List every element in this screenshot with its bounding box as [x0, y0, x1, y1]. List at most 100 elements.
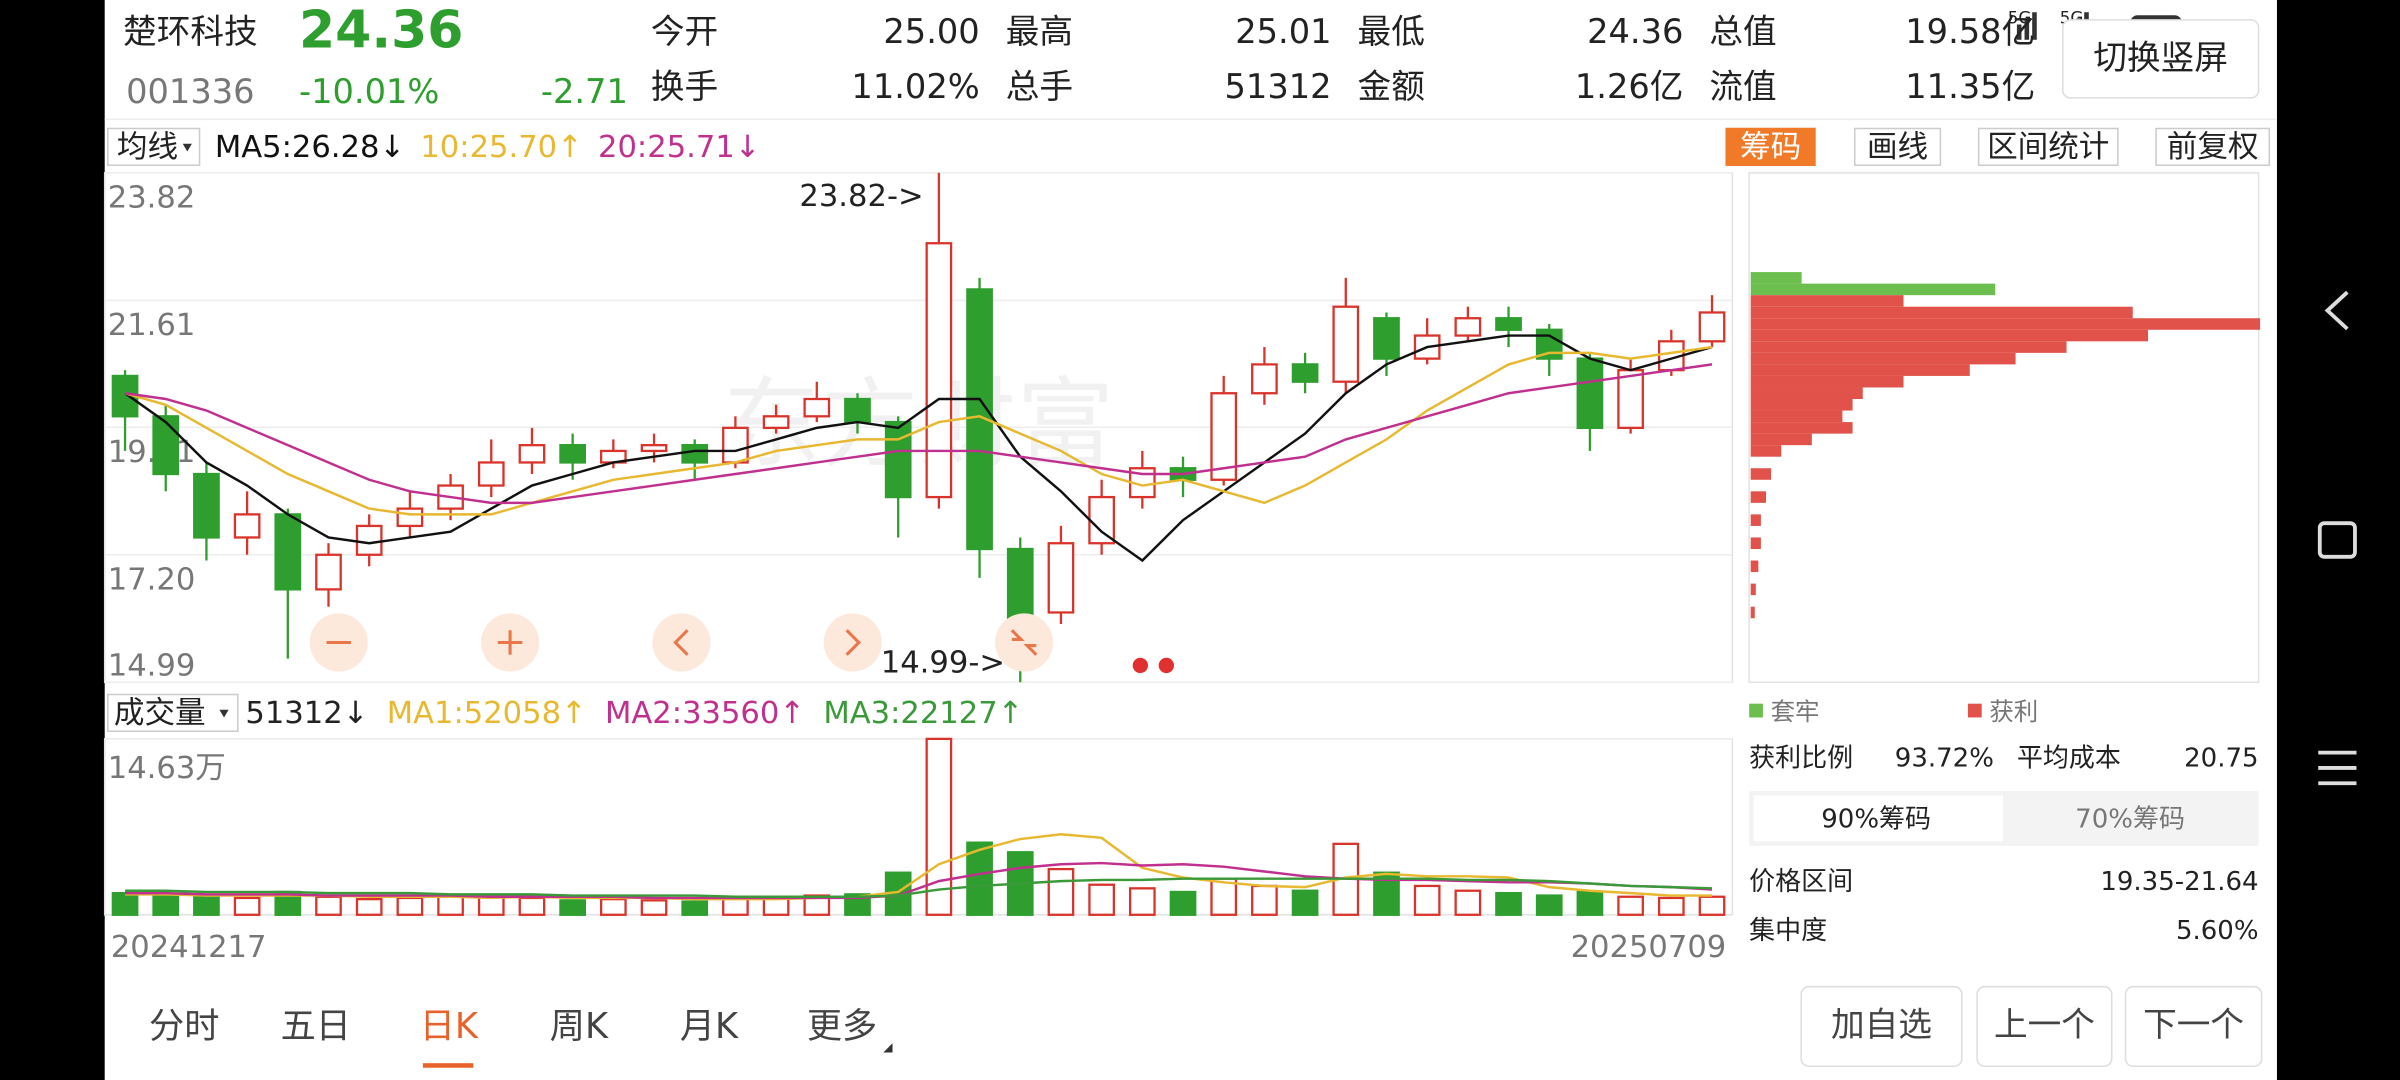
chip-frame [1748, 172, 2260, 684]
reset[interactable] [995, 613, 1054, 672]
legend-swatch [1749, 703, 1763, 718]
candle-body [1047, 542, 1075, 614]
nav-menu[interactable] [2318, 750, 2357, 786]
action-button-label[interactable]: 下一个 [2143, 1005, 2244, 1044]
y-tick-label: 14.63万 [108, 751, 226, 786]
volume-bar [315, 895, 342, 916]
candle-body [518, 444, 546, 464]
volume-bar [1251, 884, 1278, 916]
tool-button[interactable] [2155, 127, 2271, 166]
chip-bar [1750, 295, 1904, 307]
quote-label: 总手 [1006, 67, 1073, 106]
candle-body [152, 415, 180, 476]
chip-bar [1750, 560, 1759, 573]
period-tab[interactable]: 分时 [149, 1006, 219, 1047]
ma-selector-label[interactable]: 均线 [117, 130, 178, 165]
volume-legend: 51312↓ MA1:52058↑ MA2:33560↑ MA3:22127↑ [245, 696, 1023, 731]
move-left[interactable] [652, 613, 711, 672]
volume-legend-entry: MA2:33560↑ [605, 696, 805, 731]
nav-home[interactable] [2317, 521, 2357, 559]
volume-bar [599, 898, 627, 916]
quote-label: 最高 [1006, 12, 1073, 51]
candle-body [233, 513, 261, 539]
quote-value: 24.36 [1587, 12, 1683, 51]
quote-value: 25.00 [883, 12, 979, 51]
volume-bar [396, 896, 424, 916]
switch-button[interactable] [2062, 19, 2260, 99]
candle-body [559, 444, 587, 464]
action-button[interactable] [1976, 985, 2113, 1067]
stock-code: 001336 [126, 72, 254, 111]
tool-button[interactable] [1725, 127, 1816, 166]
candle-body [355, 524, 383, 556]
y-tick-label: 14.99 [108, 648, 196, 683]
candle-body [1332, 305, 1360, 383]
chip-bar [1750, 537, 1761, 550]
volume-bar [1210, 877, 1238, 916]
tool-button-label[interactable]: 区间统计 [1987, 130, 2109, 165]
tool-button[interactable] [1977, 127, 2119, 166]
candle-body [315, 553, 342, 591]
action-button-label[interactable]: 加自选 [1831, 1005, 1932, 1044]
volume-bar [1291, 889, 1319, 916]
period-tab[interactable]: 日K [420, 1006, 479, 1047]
stat-value: 5.60% [2176, 916, 2259, 946]
quote-value: 1.26亿 [1575, 67, 1684, 106]
chip-tab-active[interactable] [1753, 795, 2004, 842]
tool-button[interactable] [1853, 127, 1942, 166]
chip-bar [1750, 468, 1772, 480]
period-tab[interactable]: 周K [550, 1006, 609, 1047]
chip-bar [1750, 422, 1853, 434]
volume-bar [518, 896, 546, 916]
dropdown-arrow [182, 143, 192, 152]
move-right[interactable] [823, 613, 882, 672]
ma-selector[interactable] [106, 127, 201, 166]
volume-legend-entry: MA3:22127↑ [823, 696, 1023, 731]
quote-label: 换手 [651, 67, 718, 106]
ma-line [124, 363, 1713, 505]
quote-label: 总值 [1709, 12, 1776, 51]
chip-bar [1750, 445, 1782, 457]
dropdown-arrow [219, 709, 229, 718]
quote-label: 最低 [1358, 12, 1425, 51]
candle-body [803, 397, 831, 418]
tool-button-label[interactable]: 前复权 [2167, 130, 2259, 165]
y-tick-label: 21.61 [108, 308, 196, 343]
volume-bar [437, 895, 464, 916]
action-button[interactable] [1800, 985, 1963, 1067]
change-pct: -10.01% [299, 72, 439, 111]
chip-bar [1750, 272, 1802, 284]
candle-body [722, 426, 749, 464]
nav-back[interactable] [2324, 290, 2349, 331]
chip-bar [1750, 341, 2067, 353]
volume-bar [1088, 883, 1115, 916]
quote-value: 11.35亿 [1905, 67, 2035, 106]
chip-tab[interactable]: 70%筹码 [2075, 804, 2185, 834]
period-tab[interactable]: 更多 [807, 1006, 877, 1047]
volume-bar [1535, 894, 1563, 916]
candle-body [1617, 369, 1644, 429]
candle-body [1495, 317, 1522, 331]
volume-bar [1128, 887, 1156, 916]
stock-name: 楚环科技 [123, 12, 258, 51]
tool-button-label[interactable]: 筹码 [1740, 130, 1801, 165]
volume-selector[interactable] [106, 693, 239, 732]
action-button-label[interactable]: 上一个 [1994, 1005, 2095, 1044]
action-button[interactable] [2124, 985, 2263, 1067]
chip-bar [1750, 329, 2149, 342]
switch-label[interactable]: 切换竖屏 [2093, 38, 2228, 77]
volume-selector-label[interactable]: 成交量 [114, 696, 206, 731]
chip-bar [1750, 387, 1863, 400]
period-tab[interactable]: 月K [680, 1006, 739, 1047]
chip-tab[interactable]: 90%筹码 [1821, 804, 1931, 834]
tool-button-label[interactable]: 画线 [1867, 130, 1928, 165]
period-tab[interactable]: 五日 [281, 1006, 351, 1047]
volume-bar [640, 899, 668, 916]
candle-body [193, 472, 220, 539]
tool-buttons: 筹码 画线 区间统计 前复权 [1725, 127, 2271, 166]
candle-body [1576, 357, 1604, 429]
plot: 23.82 21.61 19.41 17.20 14.99 23.82-> 14.99-> 2… [104, 172, 2261, 965]
volume-bar [1698, 895, 1726, 916]
volume-bar [559, 899, 587, 916]
